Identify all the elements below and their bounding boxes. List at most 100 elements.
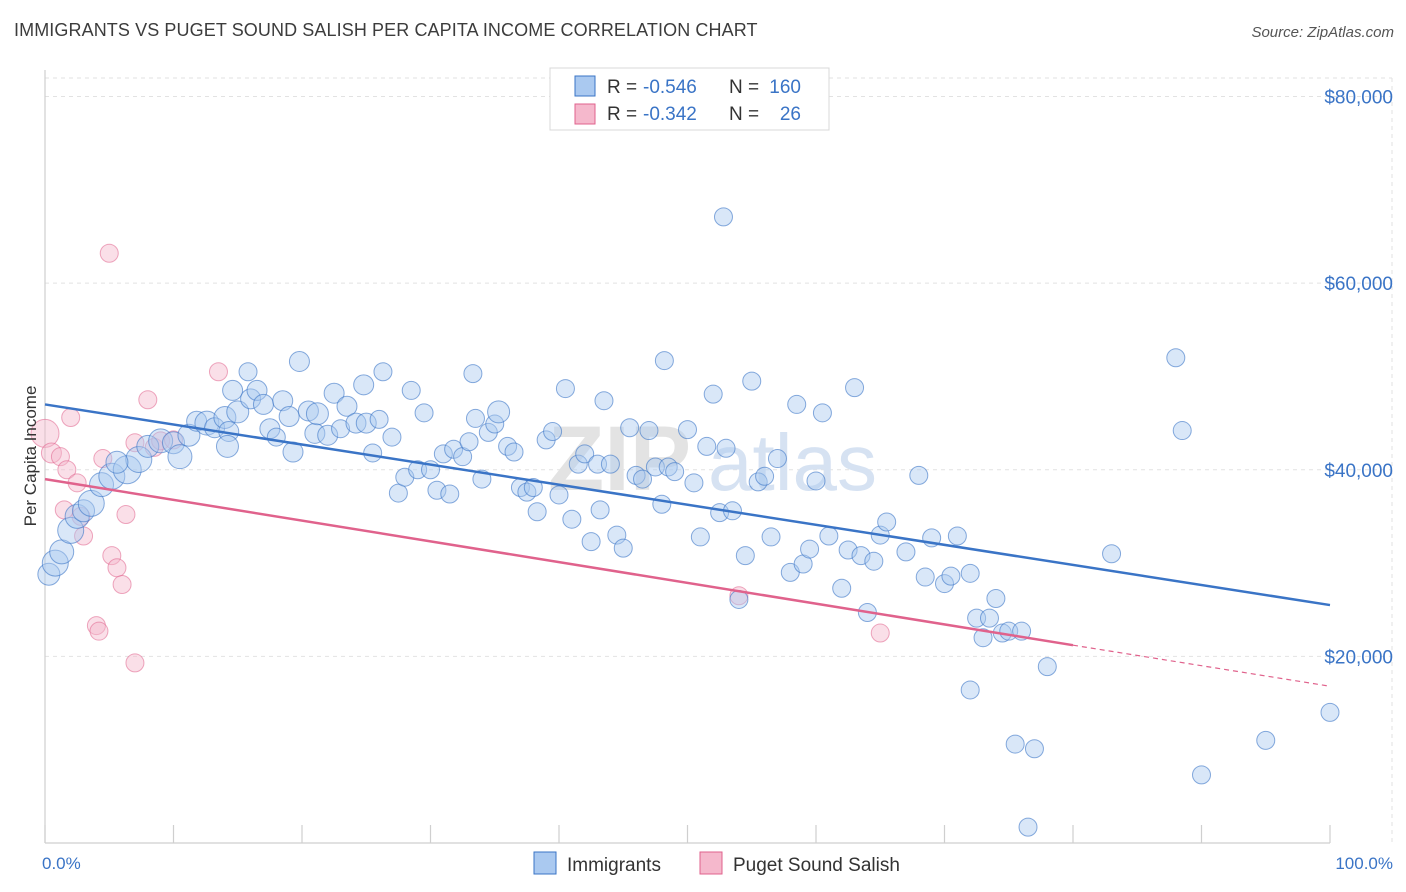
immigrant-point: [278, 406, 300, 428]
salish-point: [89, 621, 109, 641]
immigrant-point: [167, 444, 193, 470]
immigrant-point: [323, 382, 345, 404]
y-tick-label: $60,000: [1324, 274, 1393, 295]
immigrant-point: [57, 516, 85, 544]
salish-point: [125, 653, 145, 673]
immigrant-point: [979, 608, 999, 628]
bottom-legend: Immigrants Puget Sound Salish: [533, 851, 900, 876]
immigrant-point: [877, 512, 897, 532]
immigrant-point: [626, 465, 646, 485]
immigrant-point: [690, 527, 710, 547]
salish-point: [99, 243, 119, 263]
immigrant-point: [896, 542, 916, 562]
immigrant-point: [851, 546, 871, 566]
immigrant-point: [353, 374, 375, 396]
immigrant-point: [527, 502, 547, 522]
immigrant-point: [1192, 765, 1211, 785]
immigrant-point: [487, 400, 511, 424]
immigrant-point: [947, 526, 967, 546]
immigrant-point: [678, 420, 697, 440]
immigrant-point: [238, 362, 258, 382]
legend-swatch-immigrants: [574, 75, 596, 97]
immigrant-point: [819, 526, 839, 546]
immigrant-point: [812, 403, 832, 423]
immigrant-point: [1037, 657, 1057, 677]
tick-labels: $20,000 $40,000 $60,000 $80,000 0.0% 100.0%: [42, 88, 1393, 874]
immigrant-point: [581, 532, 601, 552]
immigrant-point: [838, 540, 858, 560]
immigrant-point: [555, 379, 575, 399]
immigrant-point: [1256, 730, 1276, 750]
immigrant-point: [105, 450, 129, 474]
immigrant-point: [382, 427, 402, 447]
immigrant-point: [504, 442, 524, 462]
bottom-legend-swatch-immigrants: [533, 851, 557, 875]
source-label: Source: ZipAtlas.com: [1251, 24, 1394, 41]
immigrant-point: [620, 418, 640, 438]
immigrant-point: [336, 395, 358, 417]
immigrant-point: [549, 485, 569, 505]
immigrant-point: [613, 538, 633, 558]
immigrant-point: [1024, 739, 1044, 759]
legend-r-label: R =: [607, 77, 637, 98]
immigrant-point: [845, 378, 865, 398]
immigrant-point: [266, 427, 286, 447]
immigrant-point: [652, 494, 672, 514]
immigrant-point: [523, 477, 543, 497]
immigrant-point: [568, 454, 588, 474]
immigrant-point: [215, 434, 239, 458]
salish-point: [102, 546, 122, 566]
immigrant-point: [915, 567, 935, 587]
immigrant-point: [800, 539, 820, 559]
immigrant-point: [787, 394, 807, 414]
legend-r-value-salish: -0.342: [643, 104, 697, 125]
x-tick-label: 0.0%: [42, 854, 81, 873]
immigrants-trend-line: [44, 403, 1331, 607]
immigrant-point: [633, 469, 653, 489]
immigrant-point: [440, 484, 460, 504]
legend-r-label: R =: [607, 104, 637, 125]
immigrant-point: [252, 393, 274, 415]
immigrant-point: [355, 412, 377, 434]
immigrant-point: [226, 400, 250, 424]
immigrant-point: [543, 421, 563, 441]
immigrant-point: [148, 428, 174, 454]
immigrant-point: [1166, 348, 1186, 368]
salish-point: [125, 433, 145, 453]
immigrant-point: [806, 471, 826, 491]
immigrant-point: [909, 465, 929, 485]
immigrant-point: [388, 483, 408, 503]
immigrant-point: [703, 384, 723, 404]
salish-point: [107, 558, 127, 578]
immigrant-point: [590, 500, 610, 520]
immigrant-point: [600, 454, 620, 474]
y-tick-label: $40,000: [1324, 461, 1393, 482]
immigrant-point: [713, 207, 733, 227]
immigrant-point: [986, 589, 1006, 609]
immigrant-point: [363, 443, 383, 463]
immigrant-point: [832, 578, 852, 598]
salish-point: [40, 442, 62, 464]
legend-r-value-immigrants: -0.546: [643, 77, 697, 98]
salish-point: [138, 390, 158, 410]
immigrant-point: [465, 408, 485, 428]
immigrant-point: [755, 466, 775, 486]
immigrant-point: [1320, 702, 1340, 722]
salish-point: [208, 362, 228, 382]
salish-point: [61, 407, 81, 427]
legend-n-label: N =: [729, 77, 759, 98]
y-tick-label: $20,000: [1324, 647, 1393, 668]
immigrant-point: [331, 419, 351, 439]
immigrant-point: [562, 509, 582, 529]
immigrant-point: [639, 421, 659, 441]
immigrant-point: [459, 432, 479, 452]
y-axis-title: Per Capita Income: [21, 386, 40, 527]
bottom-legend-swatch-salish: [699, 851, 723, 875]
salish-point: [116, 505, 136, 525]
immigrant-point: [297, 400, 319, 422]
immigrant-point: [136, 434, 160, 458]
immigrant-point: [125, 445, 153, 473]
immigrant-point: [735, 546, 755, 566]
immigrant-point: [684, 473, 704, 493]
x-tick-label: 100.0%: [1335, 854, 1393, 873]
